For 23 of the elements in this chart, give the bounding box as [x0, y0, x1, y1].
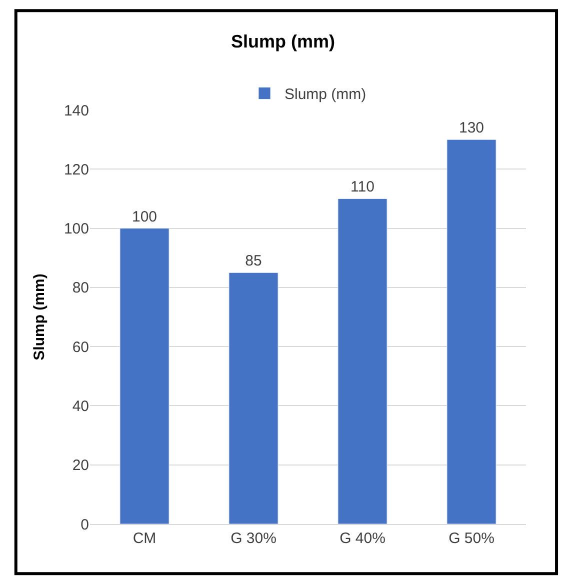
- x-tick-label: CM: [132, 530, 156, 547]
- y-tick-label: 60: [72, 338, 89, 356]
- data-label: 130: [458, 120, 484, 137]
- y-tick-label: 20: [72, 457, 89, 474]
- y-tick-label: 40: [72, 398, 89, 415]
- legend-label: Slump (mm): [284, 86, 366, 104]
- x-tick-label: G 50%: [448, 530, 494, 547]
- y-tick-label: 120: [64, 161, 89, 178]
- data-label: 100: [132, 208, 158, 226]
- y-tick-label: 0: [80, 516, 89, 534]
- chart-title: Slump (mm): [230, 32, 336, 52]
- bar: [446, 139, 496, 524]
- y-tick-label: 140: [64, 102, 89, 120]
- y-axis-title: Slump (mm): [31, 274, 48, 360]
- bar: [228, 272, 278, 524]
- data-label: 85: [245, 252, 262, 270]
- y-tick-label: 100: [64, 220, 89, 238]
- data-label: 110: [350, 178, 374, 196]
- bar: [120, 228, 170, 524]
- y-tick-label: 80: [72, 280, 89, 297]
- x-tick-label: G 40%: [340, 530, 386, 547]
- x-tick-label: G 30%: [230, 530, 276, 547]
- bar: [338, 198, 388, 524]
